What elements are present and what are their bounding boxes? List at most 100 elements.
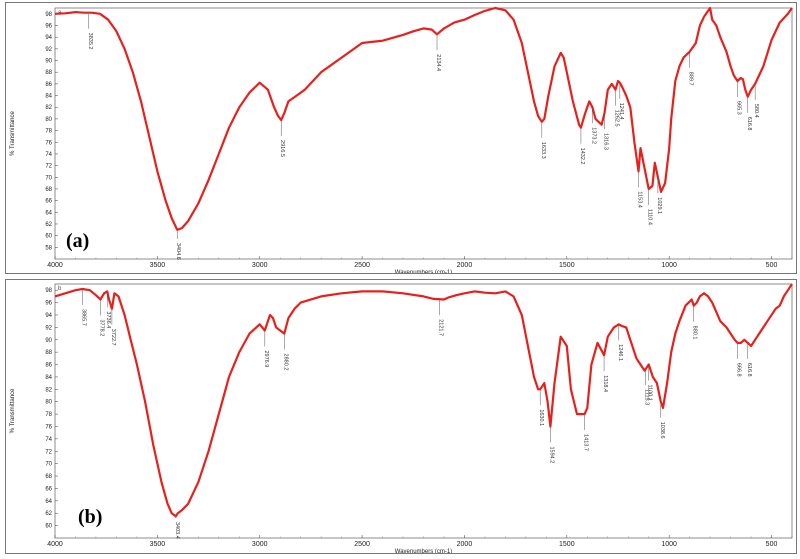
y-tick-label: 96 (45, 301, 52, 307)
x-tick-label: 4000 (47, 262, 63, 269)
x-tick-label: 500 (766, 262, 778, 269)
x-tick-label: 500 (766, 541, 778, 548)
peak-label: 2916.5 (279, 140, 285, 157)
peak-label: 1029.1 (656, 197, 662, 214)
y-tick-label: 68 (45, 187, 52, 193)
x-tick-label: 1000 (661, 541, 677, 548)
peak-label: 1262.5 (614, 110, 620, 127)
y-tick-label: 80 (45, 117, 52, 123)
x-tick-label: 4000 (47, 541, 63, 548)
y-tick-label: 94 (45, 35, 52, 41)
x-tick-label: 2500 (354, 541, 370, 548)
y-tick-label: 80 (45, 400, 52, 406)
y-tick-label: 78 (45, 129, 52, 135)
peak-label: 616.8 (746, 363, 752, 377)
x-axis-title: Wavenumbers (cm-1) (395, 270, 452, 273)
x-tick-label: 3000 (252, 541, 268, 548)
y-tick-label: 84 (45, 94, 52, 100)
x-tick-label: 3500 (150, 262, 166, 269)
peak-label: 1110.4 (647, 209, 653, 225)
peak-label: 1633.3 (540, 142, 546, 159)
x-tick-label: 1000 (661, 262, 677, 269)
peak-label: 666.8 (736, 363, 742, 377)
peak-label: 616.8 (746, 117, 752, 131)
y-tick-label: 72 (45, 164, 52, 170)
y-tick-label: 86 (45, 363, 52, 369)
peak-label: 3778.2 (98, 319, 104, 336)
peak-label: 3404.6 (175, 243, 181, 260)
peak-label: 880.1 (692, 326, 698, 340)
peak-label: 1413.7 (583, 434, 589, 451)
y-tick-label: 62 (45, 222, 52, 228)
y-axis-title: % Transmittance (10, 110, 16, 155)
y-tick-label: 86 (45, 82, 52, 88)
y-tick-label: 92 (45, 47, 52, 53)
peak-label: 1318.4 (602, 375, 608, 392)
peak-label: 2134.4 (435, 54, 441, 71)
spectrum-panel-b: b 98 96 94 92 90 88 86 84 82 80 78 76 74 72 70 68 66 64 62 6… (5, 279, 797, 554)
y-tick-label: 58 (45, 245, 52, 251)
y-axis-title: % Transmittance (10, 388, 16, 433)
y-tick-label: 92 (45, 325, 52, 331)
peak-label: 1246.1 (617, 344, 623, 361)
y-tick-label: 96 (45, 24, 52, 30)
y-tick-label: 70 (45, 462, 52, 468)
y-tick-label: 66 (45, 199, 52, 205)
y-tick-label: 98 (45, 12, 52, 18)
peak-label: 3736.4 (105, 311, 111, 328)
x-tick-label: 2000 (457, 262, 473, 269)
spectrum-panel-a: a 98 96 94 92 90 88 86 84 82 80 78 76 74 72 70 68 66 64 62 6… (5, 2, 797, 274)
y-tick-label: 82 (45, 105, 52, 111)
corner-mark-b: b (58, 286, 62, 292)
peak-label: 665.3 (736, 101, 742, 115)
y-tick-label: 88 (45, 70, 52, 76)
plot-frame-a (54, 7, 793, 260)
x-tick-label: 1500 (559, 262, 575, 269)
peak-label: 1432.2 (579, 148, 585, 165)
y-tick-label: 64 (45, 499, 52, 505)
peak-label: 1594.2 (548, 446, 554, 463)
spectrum-line-b (54, 283, 793, 518)
y-tick-label: 74 (45, 152, 52, 158)
y-tick-label: 82 (45, 387, 52, 393)
peak-label: 889.7 (688, 72, 694, 86)
y-tick-label: 74 (45, 437, 52, 443)
peak-label: 580.4 (753, 104, 759, 118)
spectrum-chart-a: a989694929088868482807876747270686664626… (10, 6, 793, 273)
y-tick-label: 90 (45, 59, 52, 65)
y-tick-label: 84 (45, 375, 52, 381)
panel-label-b: (b) (78, 506, 102, 528)
spectrum-line-a (54, 6, 793, 231)
peak-label: 2121.7 (438, 319, 444, 336)
y-tick-label: 64 (45, 210, 52, 216)
y-tick-label: 78 (45, 412, 52, 418)
x-tick-label: 1500 (559, 541, 575, 548)
peak-label: 3865.7 (81, 309, 87, 326)
peak-label: 2976.9 (263, 350, 269, 367)
peak-label: 1630.1 (538, 409, 544, 426)
peak-label: 1115.3 (644, 389, 650, 405)
y-tick-label: 60 (45, 524, 52, 530)
spectrum-chart-b: b 98 96 94 92 90 88 86 84 82 80 78 76 74 72 70 68 66 64 62 6… (10, 283, 793, 553)
y-tick-label: 88 (45, 350, 52, 356)
peak-label: 1153.4 (636, 191, 642, 207)
peak-label: 1373.2 (590, 127, 596, 144)
y-tick-label: 70 (45, 175, 52, 181)
peak-label: 1241.4 (618, 103, 624, 120)
x-tick-label: 3000 (252, 262, 268, 269)
y-tick-label: 94 (45, 313, 52, 319)
peak-label: 3835.2 (87, 33, 93, 50)
y-tick-label: 76 (45, 140, 52, 146)
y-tick-label: 90 (45, 338, 52, 344)
y-tick-label: 98 (45, 288, 52, 294)
y-tick-label: 76 (45, 424, 52, 430)
x-tick-label: 2500 (354, 262, 370, 269)
x-tick-label: 2000 (457, 541, 473, 548)
peak-label: 1100.1 (647, 385, 653, 401)
y-tick-label: 62 (45, 511, 52, 517)
peak-label: 3403.4 (174, 522, 180, 539)
panel-label-a: (a) (66, 230, 89, 252)
x-tick-label: 3500 (150, 541, 166, 548)
peak-label: 1316.3 (602, 133, 608, 150)
x-axis-title: Wavenumbers (cm-1) (395, 549, 452, 553)
